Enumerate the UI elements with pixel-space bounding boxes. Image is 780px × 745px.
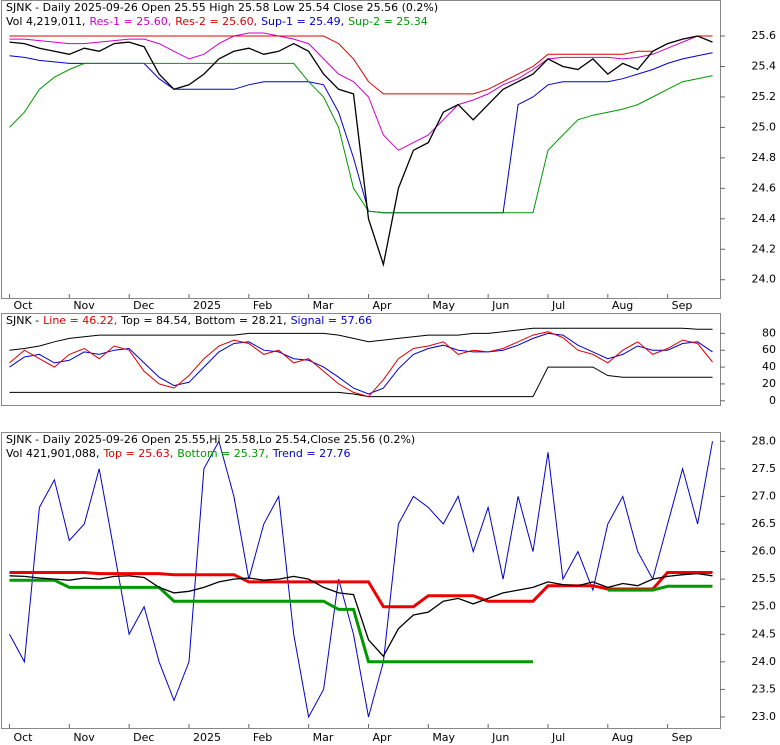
- price-panel-frame: [1, 0, 721, 299]
- y-tick-label: 27.5: [752, 462, 777, 475]
- y-tick-label: 24.6: [752, 181, 777, 194]
- y-tick-label: 25.2: [752, 90, 777, 103]
- series-line: [9, 327, 713, 351]
- y-tick-label: 25.5: [752, 572, 777, 585]
- y-tick-label: 27.0: [752, 489, 777, 502]
- header-segment: SJNK - Daily 2025-09-26 Open 25.55,Hi 25…: [6, 433, 415, 446]
- header-segment: Bottom = 25.37,: [177, 447, 269, 460]
- oscillator-panel-frame: [1, 313, 721, 406]
- header-segment: Bottom = 28.21,: [195, 314, 287, 327]
- series-line: [9, 35, 713, 95]
- series-line: [9, 35, 713, 268]
- x-tick-label: Jun: [491, 731, 509, 744]
- series-line: [9, 578, 713, 664]
- y-tick-label: 28.0: [752, 434, 777, 447]
- y-tick-label: 40: [762, 360, 776, 373]
- x-tick-label: Nov: [73, 731, 95, 744]
- y-tick-label: 80: [762, 326, 776, 339]
- x-tick-label: May: [432, 299, 455, 312]
- y-tick-label: 23.5: [752, 682, 777, 695]
- y-tick-label: 24.0: [752, 655, 777, 668]
- x-tick-label: Oct: [13, 731, 33, 744]
- header-segment: Signal = 57.66: [291, 314, 373, 327]
- x-tick-label: 2025: [193, 299, 221, 312]
- y-tick-label: 24.4: [752, 212, 777, 225]
- x-tick-label: Jun: [491, 299, 509, 312]
- x-tick-label: Jul: [551, 299, 565, 312]
- y-tick-label: 25.0: [752, 600, 777, 613]
- header-segment: Vol 4,219,011,: [6, 15, 85, 28]
- series-line: [9, 62, 713, 214]
- y-tick-label: 23.0: [752, 710, 777, 723]
- series-line: [9, 332, 713, 395]
- x-tick-label: Aug: [612, 731, 633, 744]
- y-tick-label: 25.0: [752, 120, 777, 133]
- x-tick-label: Dec: [133, 731, 154, 744]
- panel-header: SJNK - Daily 2025-09-26 Open 25.55 High …: [6, 1, 438, 14]
- y-tick-label: 26.5: [752, 517, 777, 530]
- header-segment: Res-1 = 25.60,: [89, 15, 171, 28]
- series-line: [9, 572, 713, 658]
- x-tick-label: Jul: [551, 731, 565, 744]
- x-tick-label: Apr: [372, 299, 392, 312]
- panel-header: SJNK - Line = 46.22, Top = 84.54, Bottom = …: [6, 314, 372, 327]
- y-tick-label: 25.6: [752, 29, 777, 42]
- y-tick-label: 24.8: [752, 151, 777, 164]
- y-tick-label: 60: [762, 343, 776, 356]
- panel-header: Vol 4,219,011, Res-1 = 25.60, Res-2 = 25.6…: [6, 15, 428, 28]
- x-tick-label: Apr: [372, 731, 392, 744]
- y-tick-label: 24.5: [752, 627, 777, 640]
- y-tick-label: 24.2: [752, 242, 777, 255]
- panel-header: SJNK - Daily 2025-09-26 Open 25.55,Hi 25…: [6, 433, 415, 446]
- x-tick-label: Sep: [672, 299, 693, 312]
- x-tick-label: Oct: [13, 299, 33, 312]
- header-segment: Sup-2 = 25.34: [348, 15, 428, 28]
- x-tick-label: May: [432, 731, 455, 744]
- header-segment: Top = 84.54,: [120, 314, 191, 327]
- y-tick-label: 0: [769, 394, 776, 407]
- y-tick-label: 26.0: [752, 545, 777, 558]
- header-segment: Line = 46.22,: [43, 314, 117, 327]
- x-tick-label: Aug: [612, 299, 633, 312]
- x-tick-label: Mar: [313, 299, 334, 312]
- x-tick-label: Feb: [253, 731, 272, 744]
- x-tick-label: Mar: [313, 731, 334, 744]
- y-tick-label: 20: [762, 377, 776, 390]
- x-tick-label: 2025: [193, 731, 221, 744]
- series-line: [9, 32, 713, 151]
- x-tick-label: Sep: [672, 731, 693, 744]
- trend-panel-frame: [1, 432, 721, 729]
- header-segment: SJNK -: [6, 314, 39, 327]
- y-tick-label: 24.0: [752, 273, 777, 286]
- series-line: [9, 366, 713, 398]
- x-tick-label: Nov: [73, 299, 95, 312]
- panel-header: Vol 421,901,088, Top = 25.63, Bottom = 25.…: [6, 447, 351, 460]
- y-tick-label: 25.4: [752, 59, 777, 72]
- header-segment: SJNK - Daily 2025-09-26 Open 25.55 High …: [6, 1, 438, 14]
- header-segment: Top = 25.63,: [102, 447, 173, 460]
- series-line: [9, 571, 713, 609]
- x-tick-label: Feb: [253, 299, 272, 312]
- x-tick-label: Dec: [133, 299, 154, 312]
- header-segment: Res-2 = 25.60,: [175, 15, 257, 28]
- series-line: [9, 331, 713, 398]
- header-segment: Vol 421,901,088,: [6, 447, 99, 460]
- header-segment: Sup-1 = 25.49,: [261, 15, 344, 28]
- header-segment: Trend = 27.76: [272, 447, 351, 460]
- series-line: [9, 439, 713, 719]
